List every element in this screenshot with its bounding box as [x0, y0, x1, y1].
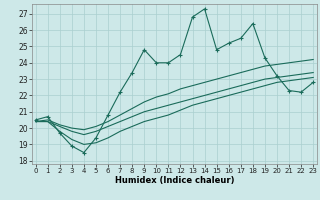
X-axis label: Humidex (Indice chaleur): Humidex (Indice chaleur) — [115, 176, 234, 185]
